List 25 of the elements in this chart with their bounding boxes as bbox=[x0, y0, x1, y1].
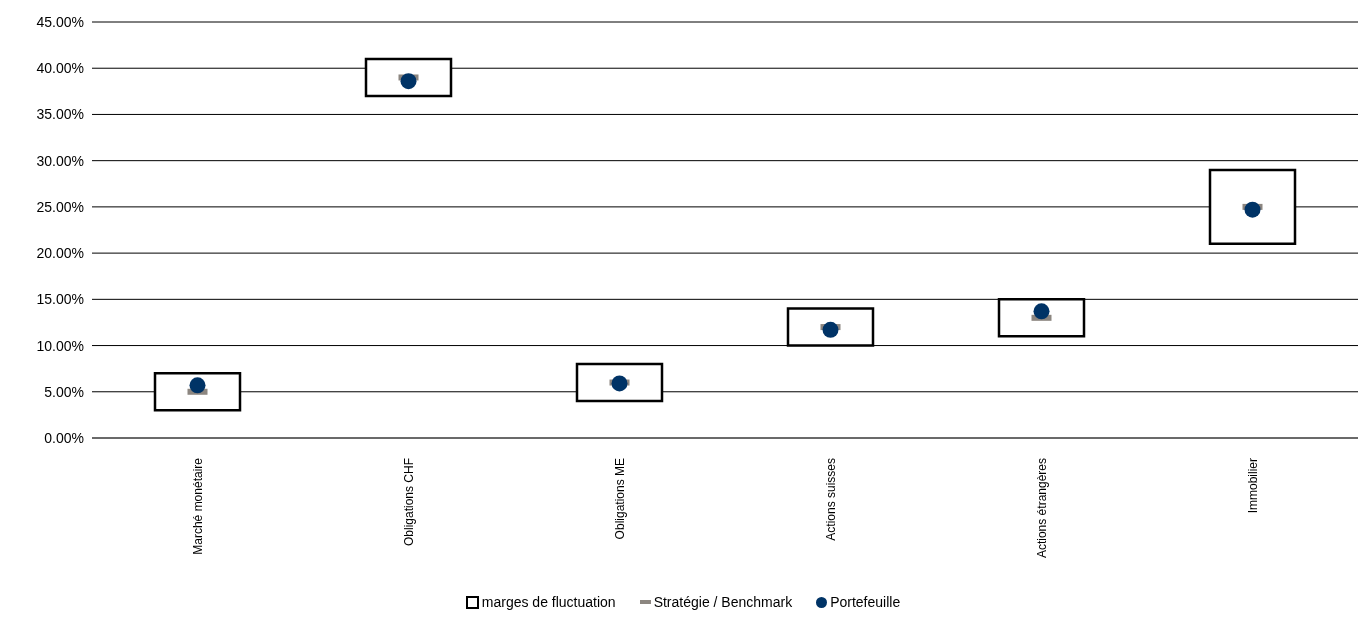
y-tick-label: 25.00% bbox=[36, 198, 84, 215]
y-tick-label: 35.00% bbox=[36, 106, 84, 123]
y-tick-label: 15.00% bbox=[36, 291, 84, 308]
x-tick-label: Immobilier bbox=[1245, 458, 1260, 514]
legend-label: marges de fluctuation bbox=[480, 594, 616, 610]
point bbox=[611, 375, 628, 392]
y-tick-label: 45.00% bbox=[36, 13, 84, 30]
legend-label: Stratégie / Benchmark bbox=[652, 594, 793, 610]
point bbox=[1033, 303, 1050, 320]
legend-label: Portefeuille bbox=[829, 594, 901, 610]
y-tick-label: 30.00% bbox=[36, 152, 84, 169]
x-tick-label: Actions étrangères bbox=[1034, 458, 1049, 559]
x-tick-label: Marché monétaire bbox=[190, 457, 205, 555]
point bbox=[822, 321, 839, 338]
y-tick-label: 10.00% bbox=[36, 337, 84, 354]
y-tick-label: 40.00% bbox=[36, 60, 84, 77]
y-tick-label: 20.00% bbox=[36, 245, 84, 262]
point bbox=[1244, 201, 1261, 218]
y-tick-label: 5.00% bbox=[44, 383, 84, 400]
point bbox=[189, 377, 206, 394]
x-tick-label: Obligations ME bbox=[612, 458, 627, 540]
x-tick-label: Actions suisses bbox=[823, 458, 838, 541]
x-tick-label: Obligations CHF bbox=[401, 458, 416, 547]
point bbox=[400, 73, 417, 90]
y-tick-label: 0.00% bbox=[44, 429, 84, 446]
